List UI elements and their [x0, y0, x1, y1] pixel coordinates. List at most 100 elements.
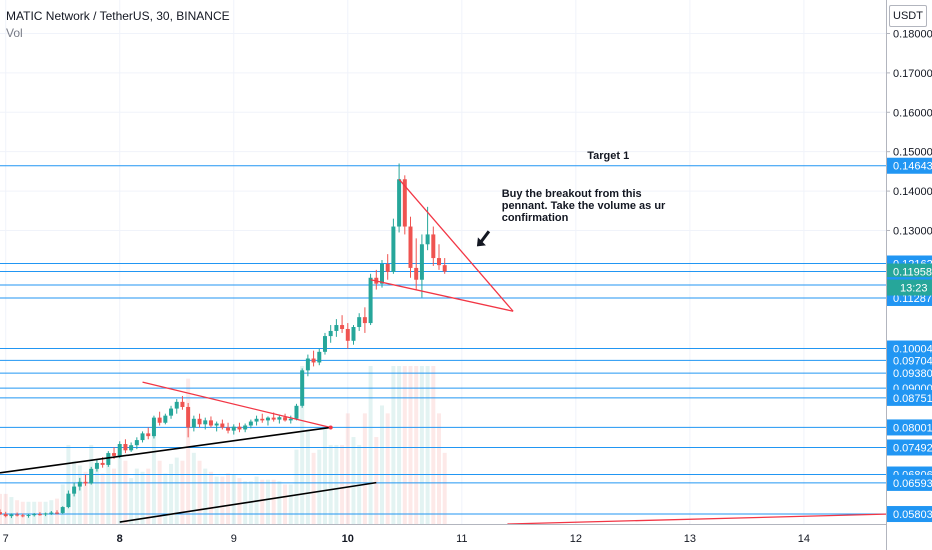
- last-price-tag: 0.11958: [887, 263, 932, 280]
- trendline: [398, 178, 514, 312]
- trendline-pivot: [328, 425, 333, 430]
- volume-bar: [208, 471, 213, 524]
- volume-bar: [437, 413, 442, 524]
- volume-indicator-label[interactable]: Vol: [6, 26, 23, 40]
- time-tick-label: 12: [570, 533, 582, 545]
- volume-bar: [391, 366, 396, 524]
- candle-body: [129, 445, 134, 451]
- volume-bar: [300, 366, 305, 524]
- candle-body: [157, 417, 162, 423]
- candle-body: [277, 417, 282, 420]
- candle-body: [15, 514, 20, 516]
- price-tick-label: 0.18000: [893, 28, 932, 40]
- volume-bar: [100, 473, 105, 524]
- volume-bar: [203, 468, 208, 524]
- candle-body: [431, 234, 436, 259]
- volume-bar: [277, 481, 282, 524]
- volume-bar: [117, 448, 122, 524]
- candle-body: [419, 244, 424, 280]
- candle-body: [237, 426, 242, 430]
- price-tick-label: 0.14000: [893, 186, 932, 198]
- volume-bar: [15, 500, 20, 524]
- candle-body: [271, 417, 276, 420]
- volume-bar: [402, 366, 407, 524]
- candle-body: [140, 433, 145, 441]
- volume-bar: [32, 501, 37, 524]
- level-price-tag: 0.05803: [887, 506, 932, 523]
- candle-body: [66, 493, 71, 508]
- candle-body: [260, 418, 265, 421]
- volume-bar: [328, 444, 333, 524]
- candle-body: [231, 426, 236, 431]
- candle-body: [32, 514, 37, 516]
- volume-bar: [0, 493, 2, 524]
- volume-bar: [305, 429, 310, 524]
- candle-body: [311, 358, 316, 363]
- time-tick-label: 14: [798, 533, 810, 545]
- volume-bar: [379, 405, 384, 524]
- candle-body: [26, 514, 31, 516]
- time-tick-label: 7: [3, 533, 9, 545]
- svg-text:0.08751: 0.08751: [893, 393, 932, 405]
- volume-bar: [129, 478, 134, 524]
- volume-bar: [334, 444, 339, 524]
- volume-bar: [368, 366, 373, 524]
- volume-bar: [362, 413, 367, 524]
- volume-bar: [408, 366, 413, 524]
- candle-body: [437, 258, 442, 266]
- candle-body: [317, 351, 322, 363]
- candle-body: [379, 263, 384, 284]
- volume-bar: [237, 478, 242, 524]
- candle-body: [220, 423, 225, 428]
- volume-bar: [322, 429, 327, 524]
- time-tick-label: 10: [342, 533, 354, 545]
- volume-bar: [66, 444, 71, 524]
- candle-body: [385, 263, 390, 272]
- candle-body: [169, 408, 174, 416]
- volume-bar: [345, 413, 350, 524]
- trendline: [142, 381, 331, 429]
- annotation-target: Target 1: [587, 150, 629, 162]
- candle-body: [226, 427, 231, 431]
- volume-bar: [106, 452, 111, 524]
- candle-body: [357, 317, 362, 328]
- volume-bar: [186, 378, 191, 524]
- candle-body: [391, 226, 396, 272]
- candle-body: [186, 406, 191, 428]
- time-axis: [0, 524, 886, 550]
- candle-body: [117, 444, 122, 456]
- candle-body: [414, 267, 419, 280]
- candle-body: [425, 234, 430, 245]
- level-price-tag: 0.08001: [887, 419, 932, 436]
- svg-text:0.07492: 0.07492: [893, 442, 932, 454]
- volume-bar: [169, 463, 174, 524]
- candle-body: [43, 513, 48, 515]
- price-tick-label: 0.16000: [893, 107, 932, 119]
- volume-bar: [26, 501, 31, 524]
- volume-bar: [397, 366, 402, 524]
- volume-bar: [425, 366, 430, 524]
- candle-body: [334, 325, 339, 331]
- chart-symbol-title: MATIC Network / TetherUS, 30, BINANCE: [6, 9, 230, 23]
- currency-button[interactable]: USDT: [889, 5, 927, 27]
- level-price-tag: 0.09704: [887, 352, 932, 369]
- candle-body: [408, 226, 413, 268]
- candle-body: [254, 418, 259, 422]
- trendline: [507, 513, 887, 525]
- candle-body: [305, 358, 310, 371]
- candle-body: [328, 330, 333, 337]
- candle-body: [123, 444, 128, 451]
- svg-text:0.14643: 0.14643: [893, 161, 932, 173]
- svg-text:0.11958: 0.11958: [893, 267, 932, 279]
- candle-body: [151, 417, 156, 437]
- countdown-tag: 13:23: [887, 279, 932, 296]
- candle-body: [89, 468, 94, 484]
- candle-body: [83, 481, 88, 484]
- candle-body: [94, 462, 99, 469]
- volume-bar: [146, 468, 151, 524]
- candle-body: [300, 370, 305, 406]
- candle-body: [283, 417, 288, 421]
- candle-body: [72, 486, 77, 494]
- candle-body: [49, 512, 54, 514]
